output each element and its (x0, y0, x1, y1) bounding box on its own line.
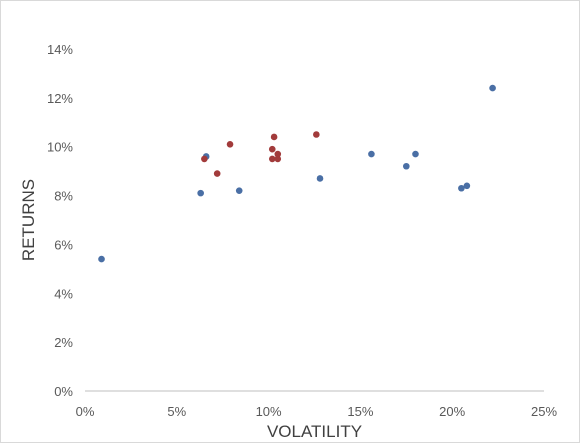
y-tick-label: 2% (54, 335, 73, 350)
y-tick-labels: 0% 2% 4% 6% 8% 10% 12% 14% (47, 42, 73, 399)
y-axis-title: RETURNS (19, 179, 38, 261)
data-point (268, 155, 276, 163)
data-point (458, 184, 465, 192)
data-point (235, 187, 243, 194)
x-tick-label: 25% (531, 404, 557, 419)
data-point (197, 189, 204, 197)
data-point (268, 145, 276, 153)
y-tick-label: 6% (54, 237, 73, 252)
data-point (274, 155, 282, 163)
data-point (403, 162, 410, 170)
data-point (463, 182, 471, 190)
y-tick-label: 0% (54, 384, 73, 399)
x-tick-label: 20% (439, 404, 465, 419)
data-point (213, 170, 221, 177)
data-point (226, 140, 234, 148)
x-tick-label: 0% (76, 404, 95, 419)
x-tick-label: 5% (167, 404, 186, 419)
data-point (313, 131, 320, 138)
x-tick-label: 10% (256, 404, 282, 419)
y-tick-label: 4% (54, 286, 73, 301)
data-point (489, 84, 496, 92)
y-tick-label: 10% (47, 140, 73, 155)
data-point (274, 150, 282, 158)
y-tick-label: 12% (47, 91, 73, 106)
data-point (270, 133, 278, 141)
data-point (98, 255, 105, 263)
data-point (412, 150, 419, 158)
x-tick-label: 15% (347, 404, 373, 419)
data-point (368, 150, 375, 158)
y-tick-label: 8% (54, 189, 73, 204)
y-tick-label: 14% (47, 42, 73, 57)
data-point (316, 175, 324, 182)
data-point (201, 155, 208, 163)
x-tick-labels: 0% 5% 10% 15% 20% 25% (76, 404, 558, 419)
x-axis-title: VOLATILITY (267, 422, 362, 441)
data-points (98, 84, 496, 263)
